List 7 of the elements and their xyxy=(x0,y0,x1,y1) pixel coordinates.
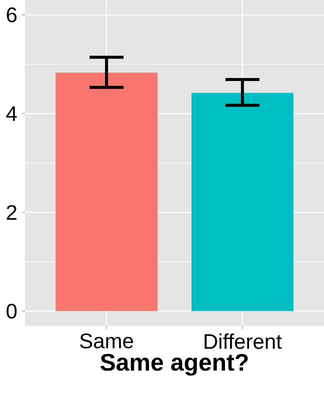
y-tick-label: 6 xyxy=(6,7,17,22)
x-axis-title: Same agent? xyxy=(100,354,248,376)
y-tick-label: 2 xyxy=(6,205,16,220)
y-tick-label: 0 xyxy=(6,304,17,319)
x-tick-label: Same xyxy=(80,334,134,348)
y-tick-label: 4 xyxy=(6,106,17,121)
x-tick-label: Different xyxy=(204,334,282,349)
